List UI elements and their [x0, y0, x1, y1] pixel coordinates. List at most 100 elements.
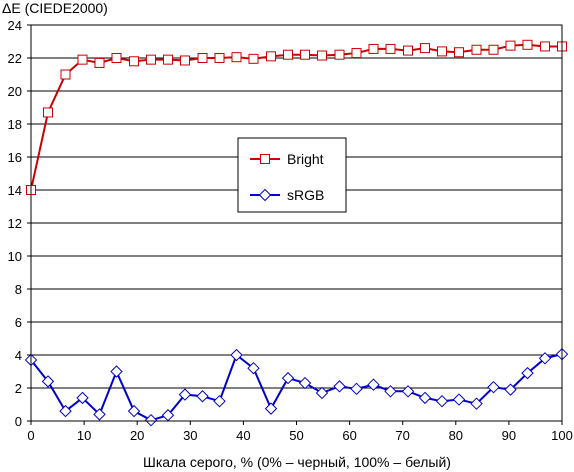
data-point-srgb — [504, 383, 517, 396]
data-point-srgb — [264, 402, 278, 415]
data-point-bright — [231, 52, 242, 63]
legend: Bright sRGB — [237, 137, 347, 213]
y-tick-label-8: 8 — [15, 282, 22, 297]
legend-label-bright: Bright — [287, 151, 324, 167]
data-point-bright — [197, 53, 208, 63]
data-point-srgb — [41, 375, 55, 388]
data-point-srgb — [333, 380, 346, 393]
data-point-srgb — [76, 391, 89, 405]
y-tick-label-18: 18 — [8, 117, 22, 132]
y-tick-label-12: 12 — [8, 216, 22, 231]
legend-label-srgb: sRGB — [287, 187, 324, 203]
x-axis-title: Шкала серого, % (0% – черный, 100% – бел… — [143, 454, 451, 470]
data-point-bright — [334, 49, 345, 60]
x-tick-label-70: 70 — [395, 428, 409, 443]
y-axis-title: ΔE (CIEDE2000) — [2, 0, 108, 16]
data-point-bright — [146, 54, 157, 65]
x-axis-ticks: 0 10 20 30 40 50 60 70 80 90 100 — [27, 421, 573, 443]
data-point-srgb — [521, 366, 534, 380]
x-tick-label-0: 0 — [27, 428, 34, 443]
y-tick-label-10: 10 — [8, 249, 22, 264]
y-tick-label-4: 4 — [15, 348, 22, 363]
data-point-bright — [420, 43, 431, 54]
data-point-srgb — [367, 378, 380, 391]
data-point-bright — [505, 40, 516, 51]
data-point-srgb — [110, 365, 123, 378]
series-srgb — [24, 347, 569, 427]
data-point-srgb — [452, 393, 466, 406]
data-point-bright — [214, 53, 225, 63]
data-point-srgb — [59, 404, 72, 418]
data-point-bright — [522, 39, 533, 50]
data-point-srgb — [401, 385, 415, 398]
y-tick-label-22: 22 — [8, 51, 22, 66]
data-point-srgb — [230, 348, 243, 362]
data-point-bright — [111, 53, 122, 63]
x-tick-label-90: 90 — [502, 428, 516, 443]
data-point-bright — [162, 54, 173, 65]
series-line-srgb — [30, 353, 563, 422]
plot-area-frame — [30, 24, 563, 422]
x-tick-label-50: 50 — [289, 428, 303, 443]
data-point-srgb — [213, 394, 226, 408]
x-tick-label-30: 30 — [183, 428, 197, 443]
data-point-srgb — [93, 408, 106, 421]
data-point-srgb — [350, 382, 363, 396]
y-tick-label-0: 0 — [15, 414, 22, 429]
series-layer — [24, 39, 569, 427]
data-point-srgb — [384, 385, 397, 398]
series-bright — [26, 39, 567, 195]
x-tick-label-100: 100 — [551, 428, 573, 443]
data-point-bright — [540, 41, 551, 52]
legend-marker-srgb — [258, 188, 272, 202]
data-point-bright — [283, 49, 294, 60]
data-point-bright — [436, 46, 447, 57]
data-point-srgb — [178, 388, 192, 401]
data-point-bright — [248, 53, 259, 64]
legend-box — [237, 137, 347, 213]
data-point-srgb — [418, 391, 432, 405]
x-tick-label-10: 10 — [77, 428, 91, 443]
data-point-srgb — [298, 376, 312, 390]
gridlines — [31, 24, 562, 422]
data-point-srgb — [470, 397, 483, 410]
y-tick-label-6: 6 — [15, 315, 22, 330]
data-point-bright — [266, 51, 277, 62]
data-point-srgb — [435, 394, 449, 408]
legend-marker-bright — [260, 154, 270, 164]
data-point-bright — [129, 56, 140, 67]
data-point-bright — [403, 45, 414, 56]
data-point-bright — [299, 49, 310, 60]
data-point-bright — [351, 48, 362, 59]
data-point-bright — [488, 44, 499, 55]
data-point-srgb — [281, 371, 295, 385]
x-tick-label-80: 80 — [449, 428, 463, 443]
data-point-bright — [453, 47, 464, 58]
data-point-srgb — [538, 352, 552, 365]
data-point-bright — [368, 43, 379, 54]
x-tick-label-40: 40 — [236, 428, 250, 443]
data-point-srgb — [315, 386, 329, 400]
y-tick-label-20: 20 — [8, 84, 22, 99]
y-tick-label-24: 24 — [8, 18, 22, 33]
data-point-srgb — [196, 390, 209, 403]
data-point-bright — [471, 44, 482, 55]
y-tick-label-14: 14 — [8, 183, 22, 198]
data-point-bright — [316, 50, 327, 61]
x-tick-label-60: 60 — [342, 428, 356, 443]
y-tick-label-16: 16 — [8, 150, 22, 165]
data-point-srgb — [247, 361, 260, 375]
y-tick-label-2: 2 — [15, 381, 22, 396]
data-point-srgb — [487, 380, 500, 394]
data-point-bright — [77, 54, 88, 65]
data-point-srgb — [144, 413, 158, 427]
data-point-srgb — [127, 404, 141, 418]
data-point-bright — [60, 69, 71, 80]
data-point-bright — [94, 57, 105, 68]
data-point-bright — [179, 55, 190, 66]
x-tick-label-20: 20 — [130, 428, 144, 443]
data-point-bright — [385, 43, 396, 54]
data-point-bright — [42, 107, 53, 118]
